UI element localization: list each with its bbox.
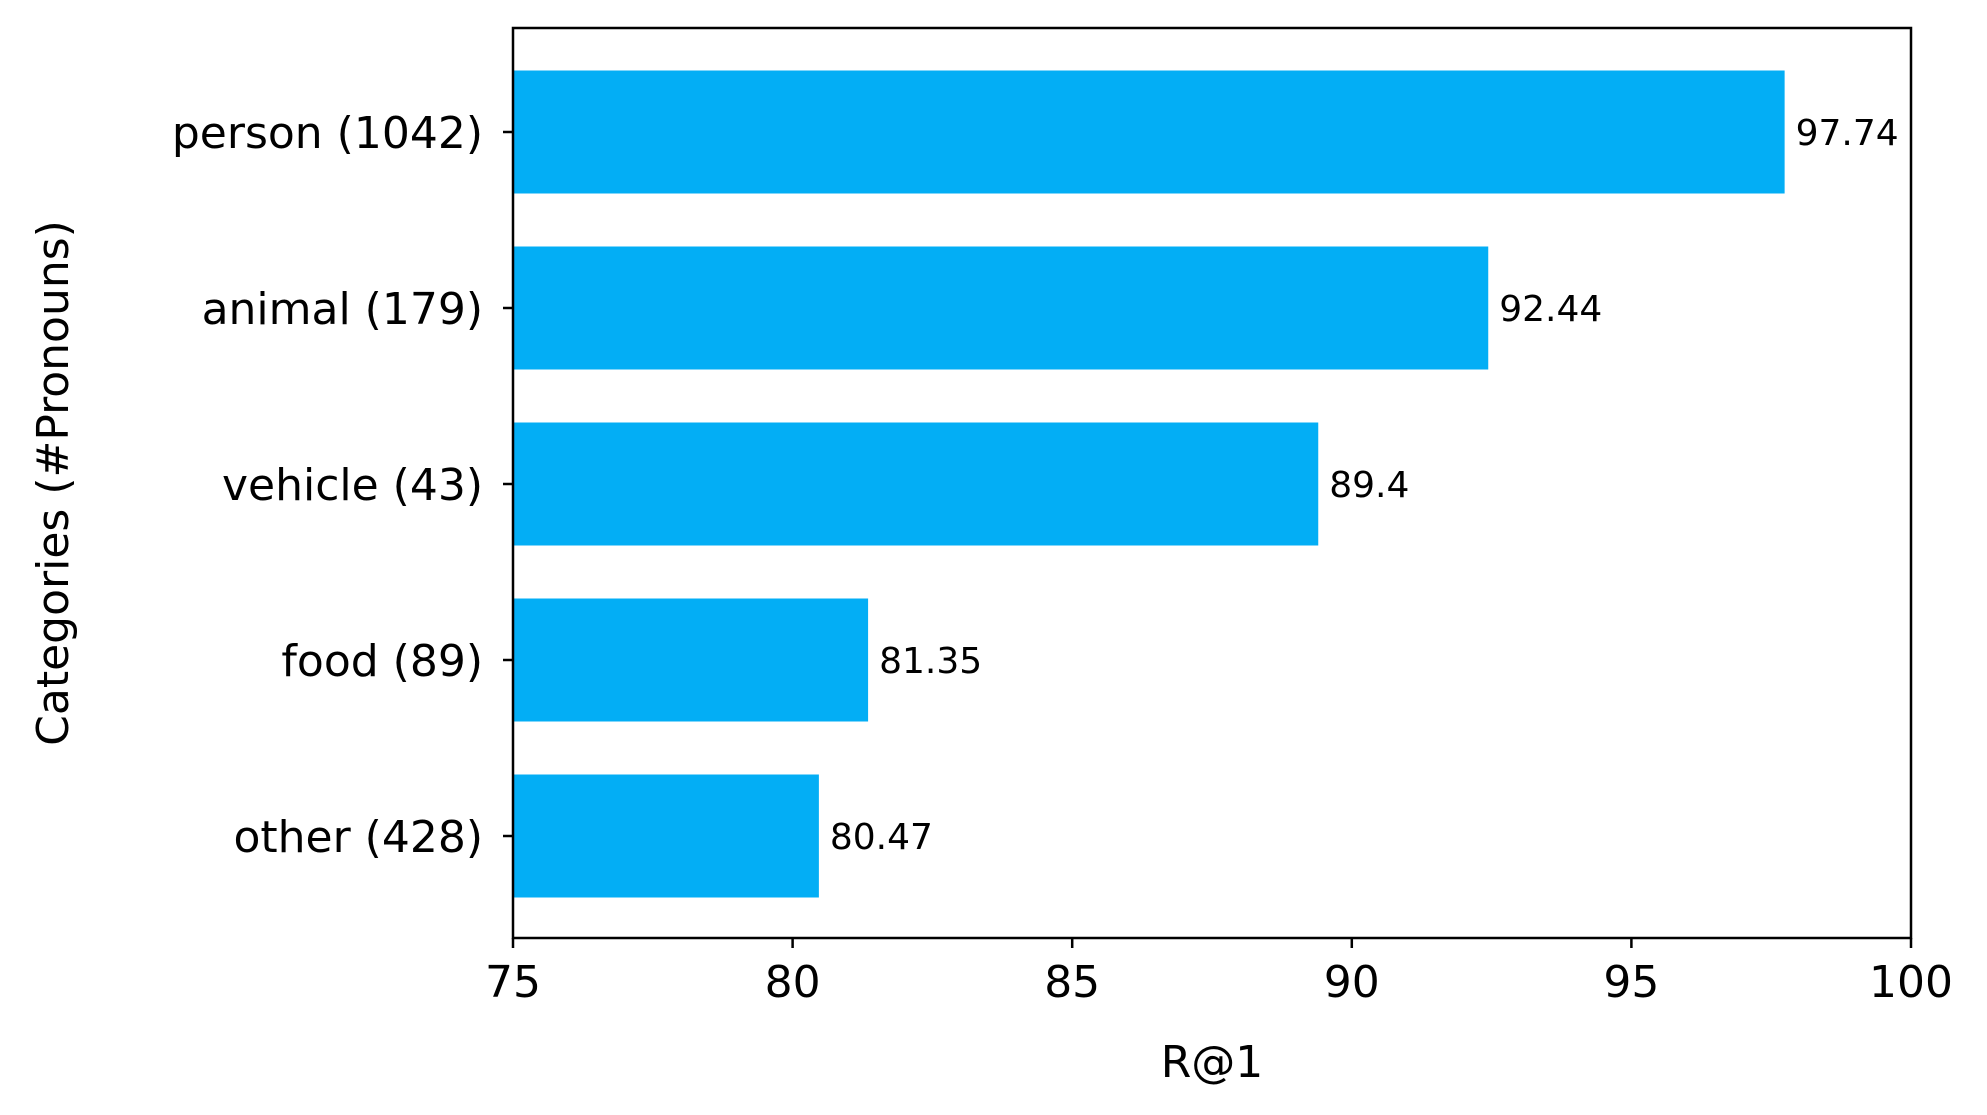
category-label-5: other (428) (233, 812, 483, 863)
data-label-4: 81.35 (879, 641, 982, 682)
x-axis: 75 80 85 90 95 100 (485, 938, 1953, 1008)
y-axis-title: Categories (#Pronouns) (28, 220, 79, 746)
data-label-5: 80.47 (830, 817, 933, 858)
x-axis-title: R@1 (1161, 1037, 1264, 1088)
bar-2 (513, 246, 1489, 370)
data-label-3: 89.4 (1329, 465, 1409, 506)
y-axis: person (1042) animal (179) vehicle (43) foo… (172, 108, 513, 863)
category-label-4: food (89) (281, 636, 483, 687)
category-label-1: person (1042) (172, 108, 483, 159)
x-tick-label-4: 90 (1324, 957, 1380, 1008)
x-tick-label-1: 75 (485, 957, 541, 1008)
bar-3 (513, 422, 1319, 546)
data-labels-layer: 97.74 92.44 89.4 81.35 80.47 (830, 113, 1899, 858)
x-tick-label-2: 80 (765, 957, 821, 1008)
bars-layer (513, 70, 1785, 898)
bar-5 (513, 774, 819, 898)
x-tick-label-3: 85 (1044, 957, 1100, 1008)
data-label-1: 97.74 (1796, 113, 1899, 154)
category-label-2: animal (179) (202, 284, 483, 335)
bar-1 (513, 70, 1785, 194)
category-label-3: vehicle (43) (222, 460, 483, 511)
x-tick-label-5: 95 (1603, 957, 1659, 1008)
bar-4 (513, 598, 869, 722)
data-label-2: 92.44 (1499, 289, 1602, 330)
x-tick-label-6: 100 (1869, 957, 1953, 1008)
